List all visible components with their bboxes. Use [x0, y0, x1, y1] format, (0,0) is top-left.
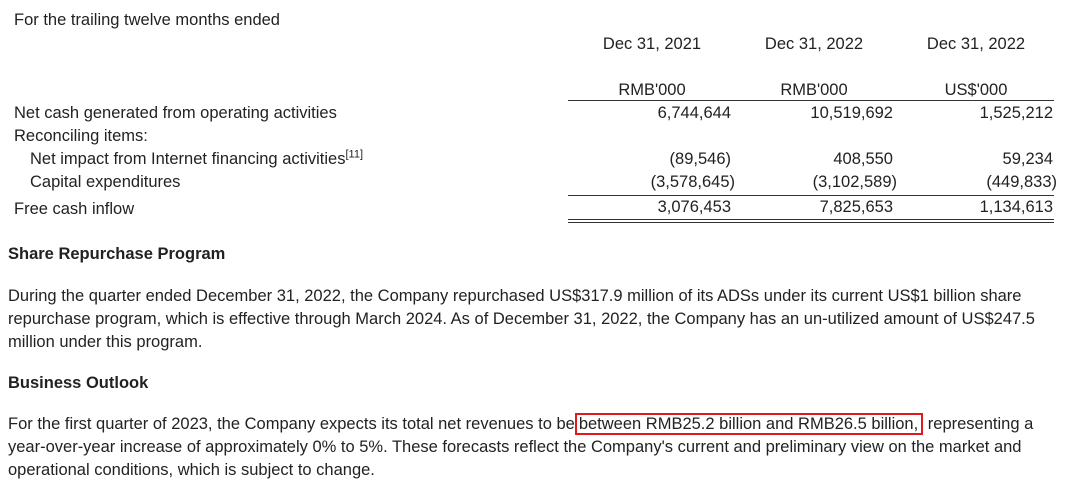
column-unit-2: RMB'000 — [780, 81, 848, 99]
column-date-1: Dec 31, 2021 — [602, 35, 702, 53]
share-repurchase-heading: Share Repurchase Program — [8, 245, 226, 263]
subtotal-rule — [568, 195, 1054, 196]
column-date-2: Dec 31, 2022 — [764, 35, 864, 53]
cell-internet-financing-2022-usd: 59,234 — [1002, 150, 1053, 168]
table-period-caption: For the trailing twelve months ended — [14, 11, 280, 29]
row-label-internet-financing-text: Net impact from Internet financing activ… — [30, 150, 346, 168]
column-unit-1: RMB'000 — [618, 81, 686, 99]
share-repurchase-body: During the quarter ended December 31, 20… — [8, 287, 1035, 351]
cell-capex-2022-usd: (449,833) — [986, 173, 1057, 191]
business-outlook-heading: Business Outlook — [8, 374, 149, 392]
column-date-3: Dec 31, 2022 — [926, 35, 1026, 53]
cell-operating-cash-2021: 6,744,644 — [657, 104, 731, 122]
total-rule-upper — [568, 219, 1054, 220]
row-label-capex: Capital expenditures — [30, 173, 181, 191]
column-unit-3: US$'000 — [944, 81, 1008, 99]
outlook-text-after: representing a year-over-year increase o… — [8, 415, 1034, 479]
row-label-reconciling-items: Reconciling items: — [14, 127, 148, 145]
cell-free-cash-2021: 3,076,453 — [657, 198, 731, 216]
revenue-guidance-highlight: between RMB25.2 billion and RMB26.5 bill… — [574, 413, 924, 435]
row-label-operating-cash: Net cash generated from operating activi… — [14, 104, 337, 122]
cell-free-cash-2022-usd: 1,134,613 — [979, 198, 1053, 216]
cell-operating-cash-2022-usd: 1,525,212 — [979, 104, 1053, 122]
row-label-free-cash-inflow: Free cash inflow — [14, 200, 135, 218]
cell-internet-financing-2022-rmb: 408,550 — [833, 150, 893, 168]
outlook-text-before: For the first quarter of 2023, the Compa… — [8, 415, 575, 433]
cell-capex-2021: (3,578,645) — [650, 173, 735, 191]
row-label-internet-financing: Net impact from Internet financing activ… — [30, 149, 363, 169]
cell-operating-cash-2022-rmb: 10,519,692 — [810, 104, 893, 122]
footnote-marker: [11] — [345, 148, 363, 161]
business-outlook-body: For the first quarter of 2023, the Compa… — [8, 413, 1058, 482]
total-rule-lower — [568, 222, 1054, 223]
cell-capex-2022-rmb: (3,102,589) — [812, 173, 897, 191]
cell-internet-financing-2021: (89,546) — [669, 150, 731, 168]
cell-free-cash-2022-rmb: 7,825,653 — [819, 198, 893, 216]
header-rule — [568, 100, 1054, 101]
